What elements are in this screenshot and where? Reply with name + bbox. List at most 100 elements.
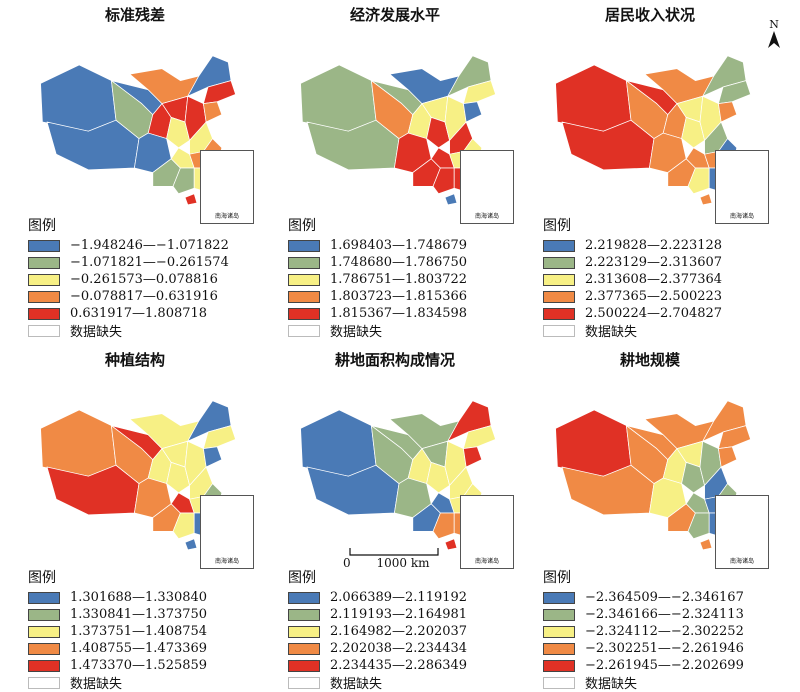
map-panel-economic-level: 经济发展水平 南海诸岛 图例 1.698403—1.748679 1.74868… (270, 0, 520, 340)
legend-swatch-yellow (543, 625, 575, 638)
province-region (699, 538, 713, 551)
legend-class-4: 2.377365—2.500223 (585, 289, 723, 304)
legend-swatch-blue (28, 239, 60, 252)
legend-swatch-blue (288, 591, 320, 604)
legend-swatch-green (288, 608, 320, 621)
legend-title: 图例 (28, 570, 56, 586)
legend-class-4: 1.803723—1.815366 (330, 289, 468, 304)
inset-label: 南海诸岛 (474, 213, 499, 220)
legend-class-3: 1.786751—1.803722 (330, 272, 468, 287)
inset-label: 南海诸岛 (729, 213, 754, 220)
legend-swatch-orange (543, 290, 575, 303)
legend-class-5: 0.631917—1.808718 (70, 306, 208, 321)
choropleth-map (555, 55, 751, 206)
province-region (463, 425, 496, 449)
legend-title: 图例 (543, 218, 571, 234)
legend-nodata: 数据缺失 (70, 325, 123, 340)
map-panel-income: 居民收入状况 南海诸岛 图例 2.219828—2.223128 2.22312… (525, 0, 775, 340)
province-region (463, 446, 483, 468)
legend-swatch-green (543, 256, 575, 269)
map-panel-farmland-scale: 耕地规模 南海诸岛 图例 −2.364509—−2.346167 −2.3461… (525, 345, 775, 692)
choropleth-map (300, 55, 496, 206)
legend-swatch-yellow (28, 273, 60, 286)
map-panel-farmland-composition: 耕地面积构成情况 南海诸岛 图例 2.066389—2.119192 2.119… (270, 345, 520, 692)
province-region (203, 425, 236, 449)
legend-nodata: 数据缺失 (330, 325, 383, 340)
legend-title: 图例 (288, 218, 316, 234)
legend-class-3: 2.313608—2.377364 (585, 272, 723, 287)
legend-swatch-nodata (28, 324, 60, 337)
legend-nodata: 数据缺失 (585, 677, 638, 692)
legend-class-5: 1.815367—1.834598 (330, 306, 468, 321)
panel-title: 耕地面积构成情况 (334, 351, 455, 369)
south-china-sea-inset: 南海诸岛 (715, 150, 769, 224)
legend-class-4: 2.202038—2.234434 (330, 641, 468, 656)
south-china-sea-inset: 南海诸岛 (200, 495, 254, 569)
panel-title: 种植结构 (104, 351, 165, 369)
legend-title: 图例 (28, 218, 56, 234)
legend-swatch-orange (28, 642, 60, 655)
legend-swatch-red (28, 659, 60, 672)
province-region (718, 80, 751, 104)
legend-class-3: −0.261573—0.078816 (70, 272, 218, 287)
legend-class-4: 1.408755—1.473369 (70, 641, 208, 656)
province-region (203, 446, 223, 468)
legend-class-1: −1.948246—−1.071822 (70, 238, 229, 253)
panel-title: 经济发展水平 (349, 6, 440, 24)
legend-class-5: 2.500224—2.704827 (585, 306, 723, 321)
province-region (40, 409, 117, 477)
legend-class-2: 2.119193—2.164981 (330, 607, 468, 622)
map-panel-planting-structure: 种植结构 南海诸岛 图例 1.301688—1.330840 1.330841—… (10, 345, 260, 692)
legend-class-4: −0.078817—0.631916 (70, 289, 218, 304)
legend-swatch-green (543, 608, 575, 621)
map-panel-standard-residual: 标准残差 南海诸岛 图例 −1.948246—−1.071822 −1.0718… (10, 0, 260, 340)
south-china-sea-inset: 南海诸岛 (460, 495, 514, 569)
legend-swatch-nodata (543, 324, 575, 337)
scale-bar: 0 1000 km (343, 548, 439, 570)
legend-swatch-nodata (288, 324, 320, 337)
legend-swatch-yellow (288, 625, 320, 638)
legend-swatch-orange (288, 290, 320, 303)
panel-title: 居民收入状况 (604, 6, 695, 24)
legend-nodata: 数据缺失 (70, 677, 123, 692)
province-region (463, 101, 483, 123)
legend-class-3: 2.164982—2.202037 (330, 624, 468, 639)
province-region (40, 64, 117, 132)
legend-swatch-red (288, 307, 320, 320)
scale-zero-label: 0 (343, 556, 351, 570)
south-china-sea-inset: 南海诸岛 (715, 495, 769, 569)
legend-swatch-orange (28, 290, 60, 303)
legend: 图例 −2.364509—−2.346167 −2.346166—−2.3241… (543, 567, 744, 692)
legend-nodata: 数据缺失 (330, 677, 383, 692)
legend-swatch-blue (543, 591, 575, 604)
scale-bar-line (349, 548, 439, 556)
legend-swatch-red (288, 659, 320, 672)
province-region (718, 425, 751, 449)
province-region (699, 193, 713, 206)
province-region (444, 538, 458, 551)
legend-class-4: −2.302251—−2.261946 (585, 641, 744, 656)
legend-swatch-yellow (288, 273, 320, 286)
south-china-sea-inset: 南海诸岛 (200, 150, 254, 224)
north-arrow: N (762, 18, 786, 52)
legend: 图例 2.219828—2.223128 2.223129—2.313607 2… (543, 215, 723, 340)
inset-label: 南海诸岛 (214, 558, 239, 565)
legend-class-2: 1.748680—1.786750 (330, 255, 468, 270)
inset-label: 南海诸岛 (214, 213, 239, 220)
legend-swatch-green (28, 256, 60, 269)
legend-class-1: 2.066389—2.119192 (330, 590, 468, 605)
legend-class-1: 1.698403—1.748679 (330, 238, 468, 253)
panel-title: 标准残差 (104, 6, 165, 24)
province-region (300, 64, 377, 132)
legend-class-3: −2.324112—−2.302252 (585, 624, 744, 639)
scale-distance-label: 1000 km (376, 556, 430, 570)
province-region (463, 80, 496, 104)
province-region (718, 101, 738, 123)
legend-swatch-blue (543, 239, 575, 252)
legend-nodata: 数据缺失 (585, 325, 638, 340)
province-region (444, 193, 458, 206)
province-region (300, 409, 377, 477)
legend-swatch-green (288, 256, 320, 269)
province-region (555, 409, 632, 477)
province-region (718, 446, 738, 468)
